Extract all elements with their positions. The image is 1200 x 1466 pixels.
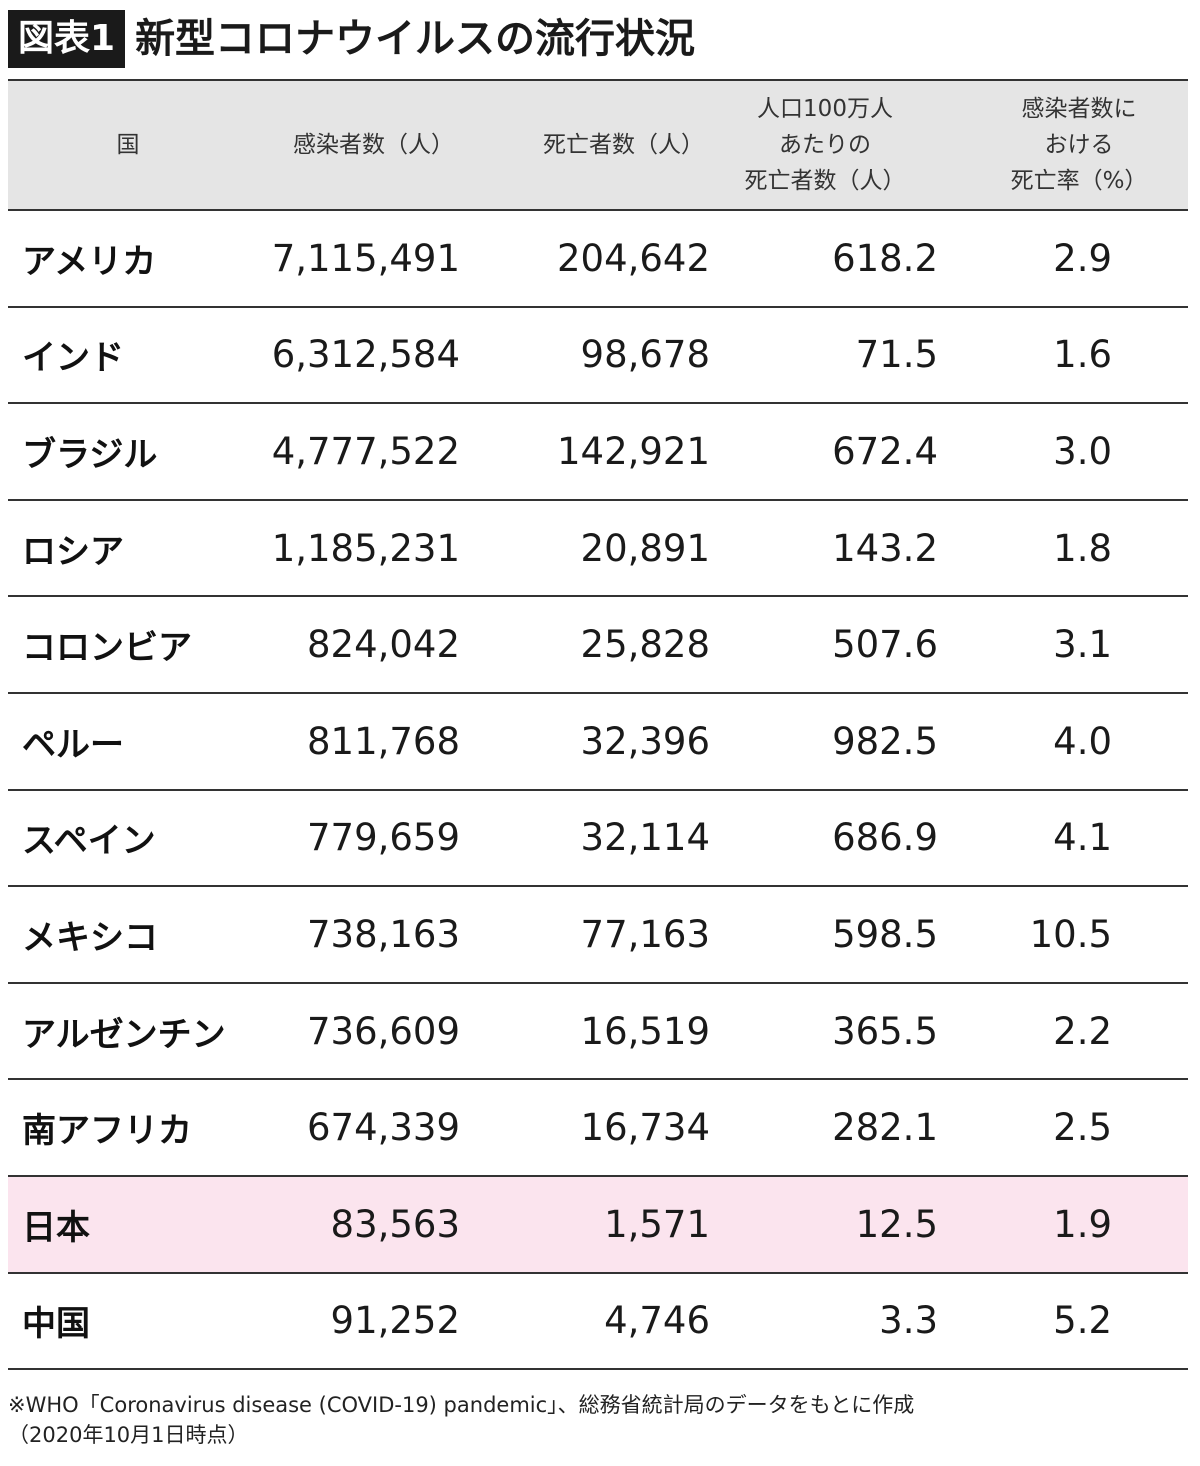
table-row: スペイン 779,659 32,114 686.9 4.1 [8,789,1188,888]
cell-fatality-rate: 4.1 [940,789,1188,888]
cell-fatality-rate: 1.8 [940,499,1188,598]
cell-deaths-per-million: 71.5 [710,306,940,405]
column-header-deaths-per-million: 人口100万人 あたりの死亡者数（人） [710,79,940,211]
cell-country: 中国 [8,1272,248,1371]
cell-country: 南アフリカ [8,1079,248,1177]
cell-fatality-rate: 3.0 [940,403,1188,501]
cell-cases: 811,768 [248,692,460,791]
cell-country: アルゼンチン [8,982,248,1081]
table-row: ブラジル 4,777,522 142,921 672.4 3.0 [8,403,1188,501]
cell-deaths: 4,746 [460,1272,710,1371]
cell-deaths: 98,678 [460,306,710,405]
cell-deaths: 16,519 [460,982,710,1081]
cell-deaths: 1,571 [460,1175,710,1274]
header-row: 国感染者数（人） 死亡者数（人） 人口100万人 あたりの 死亡者数（人） 感染者数に おけ… [8,79,1188,211]
column-header-deaths: 死亡者数（人） [460,79,710,211]
cell-deaths: 204,642 [460,210,710,308]
cell-cases: 736,609 [248,982,460,1081]
cell-cases: 6,312,584 [248,306,460,405]
cell-cases: 824,042 [248,596,460,694]
cell-deaths-per-million: 598.5 [710,886,940,984]
table-row: アメリカ 7,115,491 204,642 618.2 2.9 [8,210,1188,308]
table-row: ロシア 1,185,231 20,891 143.2 1.8 [8,499,1188,598]
cell-country: インド [8,306,248,405]
footnote-source: ※WHO「Coronavirus disease (COVID-19) pand… [8,1393,915,1417]
cell-cases: 83,563 [248,1175,460,1274]
column-header-line: 感染者数（人） [293,132,454,158]
cell-fatality-rate: 1.9 [940,1175,1188,1274]
cell-deaths-per-million: 672.4 [710,403,940,501]
cell-fatality-rate: 2.2 [940,982,1188,1081]
cell-cases: 738,163 [248,886,460,984]
cell-fatality-rate: 1.6 [940,306,1188,405]
column-header-line: 国 [116,132,140,158]
cell-deaths-per-million: 507.6 [710,596,940,694]
cell-country: スペイン [8,789,248,888]
figure-label: 図表1 [8,10,126,68]
table-row: インド 6,312,584 98,678 71.5 1.6 [8,306,1188,405]
cell-deaths-per-million: 3.3 [710,1272,940,1371]
table-row: 中国 91,252 4,746 3.3 5.2 [8,1272,1188,1371]
table-row: メキシコ 738,163 77,163 598.5 10.5 [8,886,1188,984]
cell-country: コロンビア [8,596,248,694]
cell-fatality-rate: 10.5 [940,886,1188,984]
column-header-cases: 感染者数（人） [248,79,460,211]
cell-country: 日本 [8,1175,248,1274]
column-header-line: 死亡率（%） [1010,168,1148,194]
cell-country: アメリカ [8,210,248,308]
cell-country: ブラジル [8,403,248,501]
table-row: アルゼンチン 736,609 16,519 365.5 2.2 [8,982,1188,1081]
footnote: ※WHO「Coronavirus disease (COVID-19) pand… [8,1390,1193,1450]
column-header-line: あたりの [779,132,871,158]
cell-deaths: 77,163 [460,886,710,984]
figure-title: 新型コロナウイルスの流行状況 [135,16,696,62]
cell-deaths: 32,114 [460,789,710,888]
column-header-line: 人口100万人 [757,96,893,122]
cell-deaths: 32,396 [460,692,710,791]
cell-fatality-rate: 2.5 [940,1079,1188,1177]
cell-deaths-per-million: 12.5 [710,1175,940,1274]
column-header-line: 死亡者数（人） [543,132,704,158]
figure-header: 図表1 新型コロナウイルスの流行状況 [8,10,695,68]
cell-cases: 674,339 [248,1079,460,1177]
cell-deaths: 20,891 [460,499,710,598]
cell-cases: 7,115,491 [248,210,460,308]
cell-fatality-rate: 5.2 [940,1272,1188,1371]
table-body: アメリカ 7,115,491 204,642 618.2 2.9 インド 6,312,584… [8,210,1188,1371]
column-header-line: おける [1044,132,1114,158]
cell-fatality-rate: 4.0 [940,692,1188,791]
footnote-date: （2020年10月1日時点） [8,1423,249,1447]
cell-country: ペルー [8,692,248,791]
cell-deaths-per-million: 143.2 [710,499,940,598]
cell-deaths-per-million: 982.5 [710,692,940,791]
cell-cases: 4,777,522 [248,403,460,501]
column-header-line: 感染者数に [1021,96,1137,122]
cell-cases: 779,659 [248,789,460,888]
cell-deaths-per-million: 618.2 [710,210,940,308]
cell-cases: 91,252 [248,1272,460,1371]
cell-deaths-per-million: 282.1 [710,1079,940,1177]
cell-deaths-per-million: 686.9 [710,789,940,888]
column-header-fatality-rate: 感染者数における死亡率（%） [940,79,1188,211]
table-header: 国感染者数（人） 死亡者数（人） 人口100万人 あたりの 死亡者数（人） 感染者数に おけ… [8,79,1188,211]
covid-status-table: 国感染者数（人） 死亡者数（人） 人口100万人 あたりの 死亡者数（人） 感染者数に おけ… [8,79,1188,1371]
table-row: ペルー 811,768 32,396 982.5 4.0 [8,692,1188,791]
column-header-country: 国 [8,79,248,211]
cell-deaths: 142,921 [460,403,710,501]
cell-deaths-per-million: 365.5 [710,982,940,1081]
cell-fatality-rate: 2.9 [940,210,1188,308]
cell-country: メキシコ [8,886,248,984]
column-header-line: 死亡者数（人） [744,168,906,194]
cell-deaths: 25,828 [460,596,710,694]
table-row: 日本 83,563 1,571 12.5 1.9 [8,1175,1188,1274]
table-row: 南アフリカ 674,339 16,734 282.1 2.5 [8,1079,1188,1177]
cell-country: ロシア [8,499,248,598]
cell-fatality-rate: 3.1 [940,596,1188,694]
cell-deaths: 16,734 [460,1079,710,1177]
cell-cases: 1,185,231 [248,499,460,598]
table-row: コロンビア 824,042 25,828 507.6 3.1 [8,596,1188,694]
